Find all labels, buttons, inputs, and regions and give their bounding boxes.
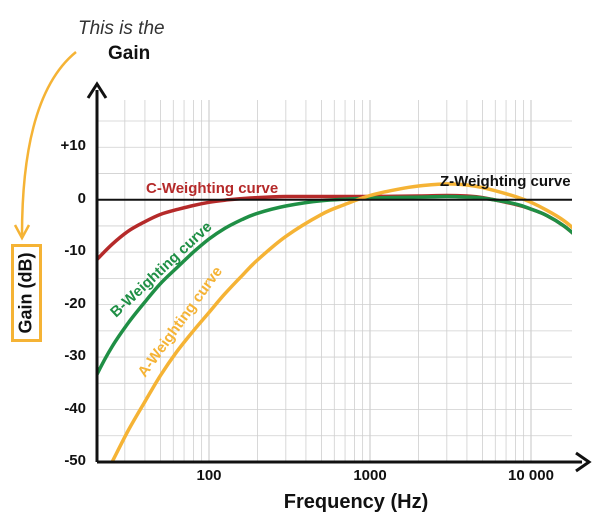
y-tick-label: -10 bbox=[64, 242, 86, 260]
y-axis-label: Gain (dB) bbox=[15, 252, 36, 334]
x-tick-label: 100 bbox=[196, 467, 222, 484]
y-tick-label: -20 bbox=[64, 294, 86, 312]
x-tick-label: 1000 bbox=[353, 467, 387, 484]
y-axis-label-highlight bbox=[11, 244, 42, 342]
y-tick-label: -50 bbox=[64, 452, 86, 469]
grid-lines bbox=[97, 100, 572, 463]
annotation-text-line1: This is the bbox=[78, 18, 165, 39]
y-tick-label: 0 bbox=[77, 189, 86, 207]
annotation-text-line2: Gain bbox=[108, 43, 151, 64]
x-tick-label: 10 000 bbox=[508, 467, 554, 484]
y-tick-label: -30 bbox=[64, 347, 86, 365]
series-line-b-weighting bbox=[97, 194, 572, 379]
series-label-c: C-Weighting curve bbox=[146, 180, 278, 197]
annotation-arrow bbox=[13, 51, 77, 241]
series-line-a-weighting bbox=[110, 182, 572, 462]
y-tick-label: +10 bbox=[60, 137, 86, 155]
axes bbox=[86, 81, 592, 473]
y-axis-arrow bbox=[86, 81, 108, 99]
series-curves bbox=[97, 182, 572, 462]
x-axis-label: Frequency (Hz) bbox=[283, 491, 429, 513]
y-tick-label: -40 bbox=[64, 399, 86, 417]
series-label-z: Z-Weighting curve bbox=[440, 173, 571, 190]
x-axis-arrow bbox=[575, 451, 592, 473]
